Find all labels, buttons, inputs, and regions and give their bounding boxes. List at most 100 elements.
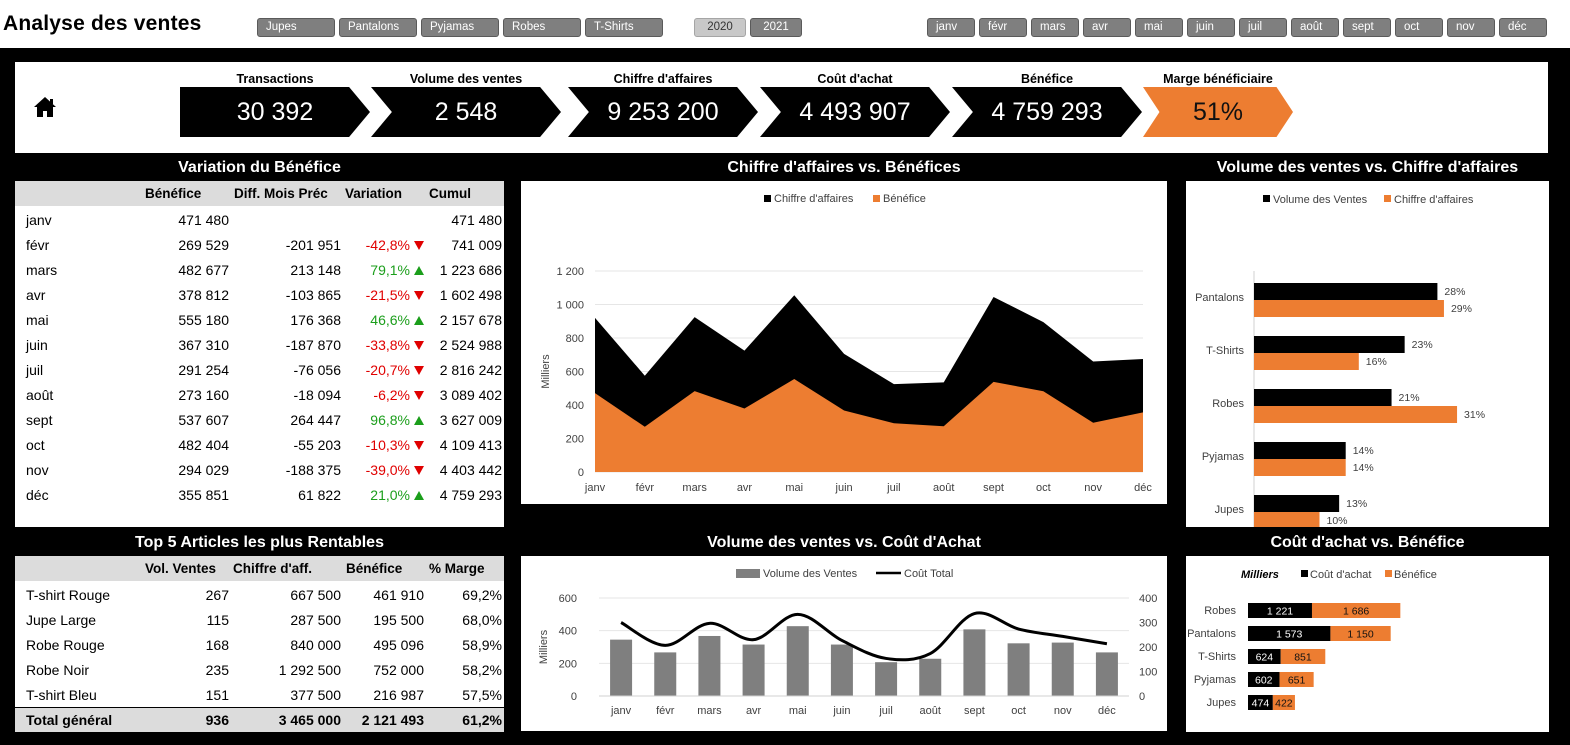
page-title: Analyse des ventes	[3, 12, 202, 35]
top5-table-title: Top 5 Articles les plus Rentables	[15, 530, 504, 556]
chart-volume-vs-cout: Volume des Ventes Coût Total 0 200 400 600 0 10…	[521, 556, 1167, 731]
kpi-label: Coût d'achat	[817, 72, 893, 86]
data-label: 474	[1252, 698, 1270, 710]
slicer-year-2021[interactable]: 2021	[750, 18, 802, 37]
kpi-value: 2 548	[371, 87, 561, 137]
cell-month: avr	[26, 287, 46, 303]
chart-ca-vs-benefice: Chiffre d'affaires Bénéfice 0 200 400 600 800 1…	[521, 181, 1167, 504]
cell-variation: -21,5%	[366, 283, 424, 308]
slicer-category-tshirts[interactable]: T-Shirts	[585, 18, 663, 37]
cell-diff: -187 870	[285, 337, 341, 353]
table-row: Robe Noir 235 1 292 500 752 000 58,2%	[15, 658, 504, 683]
cell-diff: -103 865	[285, 287, 341, 303]
bar	[1254, 442, 1346, 459]
cell-profit: 269 529	[178, 237, 229, 253]
chart-legend: Chiffre d'affaires Bénéfice	[764, 193, 926, 205]
cell-margin: 69,2%	[462, 587, 502, 603]
profit-table-title: Variation du Bénéfice	[15, 155, 504, 181]
variation-value: -6,2%	[373, 387, 410, 403]
bar	[830, 644, 853, 696]
bar	[919, 658, 942, 696]
slicer-month-mai[interactable]: mai	[1135, 18, 1183, 37]
slicer-category-pantalons[interactable]: Pantalons	[339, 18, 417, 37]
cell-cumul: 741 009	[451, 237, 502, 253]
slicer-month-avr[interactable]: avr	[1083, 18, 1131, 37]
cell-profit: 291 254	[178, 362, 229, 378]
cell-profit: 195 500	[373, 612, 424, 628]
bar	[1007, 643, 1030, 696]
slicer-month-juin[interactable]: juin	[1187, 18, 1235, 37]
cell-variation: -33,8%	[366, 333, 424, 358]
slicer-month-janv[interactable]: janv	[927, 18, 975, 37]
slicer-month-juil[interactable]: juil	[1239, 18, 1287, 37]
cell-cumul: 3 089 402	[439, 387, 502, 403]
x-tick-label: juin	[832, 705, 850, 717]
table-row: mars 482 677 213 148 79,1% 1 223 686	[15, 258, 504, 283]
x-tick-label: nov	[1054, 705, 1072, 717]
chart-background	[1186, 556, 1549, 732]
x-tick-label: janv	[584, 482, 606, 494]
bar-segment	[1248, 603, 1312, 618]
slicer-month-oct[interactable]: oct	[1395, 18, 1443, 37]
legend-label: Bénéfice	[883, 193, 926, 205]
chart-title-volume-vs-ca: Volume des ventes vs. Chiffre d'affaires	[1186, 155, 1549, 181]
bar	[1254, 495, 1340, 512]
table-row: Jupe Large 115 287 500 195 500 68,0%	[15, 608, 504, 633]
slicer-year-2020[interactable]: 2020	[694, 18, 746, 37]
category-label: Pyjamas	[1202, 451, 1245, 463]
y-tick-label: 600	[559, 593, 577, 605]
cell-diff: 61 822	[298, 487, 341, 503]
col-header-cumul: Cumul	[429, 186, 471, 201]
combo-chart: Volume des Ventes Coût Total 0 200 400 600 0 10…	[521, 556, 1167, 731]
x-tick-label: déc	[1134, 482, 1152, 494]
slicer-month-dec[interactable]: déc	[1499, 18, 1547, 37]
x-tick-label: août	[920, 705, 941, 717]
table-row: mai 555 180 176 368 46,6% 2 157 678	[15, 308, 504, 333]
y-tick-label: 200	[559, 658, 577, 670]
slicer-category-robes[interactable]: Robes	[503, 18, 581, 37]
table-header: Bénéfice Diff. Mois Préc Variation Cumul	[15, 181, 504, 206]
legend-swatch	[736, 569, 760, 578]
cell-revenue: 667 500	[290, 587, 341, 603]
table-row: juil 291 254 -76 056 -20,7% 2 816 242	[15, 358, 504, 383]
variation-value: -39,0%	[365, 462, 410, 478]
table-row: Robe Rouge 168 840 000 495 096 58,9%	[15, 633, 504, 658]
cell-variation: -10,3%	[366, 433, 424, 458]
col-header-diff: Diff. Mois Préc	[234, 186, 328, 201]
cell-volume: 936	[205, 712, 229, 728]
kpi-label: Marge bénéficiaire	[1163, 72, 1273, 86]
slicer-month-fevr[interactable]: févr	[979, 18, 1027, 37]
y-tick-label: 0	[578, 467, 584, 479]
slicer-category-pyjamas[interactable]: Pyjamas	[421, 18, 499, 37]
legend-label: Chiffre d'affaires	[774, 193, 854, 205]
x-tick-label: juil	[886, 482, 900, 494]
home-icon[interactable]	[33, 96, 57, 118]
cell-cumul: 2 816 242	[439, 362, 502, 378]
cell-diff: -55 203	[293, 437, 341, 453]
data-label: 422	[1275, 698, 1293, 710]
bar	[1095, 652, 1118, 696]
chart-cout-vs-benefice: Milliers Coût d'achat Bénéfice Robes 1 221 1 …	[1186, 556, 1549, 732]
kpi-value: 30 392	[180, 87, 370, 137]
cell-variation: -39,0%	[366, 458, 424, 483]
area-chart: Chiffre d'affaires Bénéfice 0 200 400 600 800 1…	[521, 181, 1167, 504]
slicer-month-nov[interactable]: nov	[1447, 18, 1495, 37]
data-label: 624	[1256, 652, 1274, 664]
dashboard: Transactions 30 392 Volume des ventes 2 …	[0, 48, 1570, 745]
cell-month: mai	[26, 312, 49, 328]
cell-item: Jupe Large	[26, 612, 97, 628]
slicer-category-jupes[interactable]: Jupes	[257, 18, 335, 37]
cell-diff: -18 094	[293, 387, 341, 403]
cell-variation: 21,0%	[370, 483, 424, 508]
legend-swatch	[1384, 195, 1391, 202]
kpi-value: 4 493 907	[760, 87, 950, 137]
slicer-month-sept[interactable]: sept	[1343, 18, 1391, 37]
cell-cumul: 471 480	[451, 212, 502, 228]
slicer-month-mars[interactable]: mars	[1031, 18, 1079, 37]
line-series-cost	[620, 611, 1108, 662]
x-tick-label: juil	[878, 705, 892, 717]
slicer-month-aout[interactable]: août	[1291, 18, 1339, 37]
data-label: 1 221	[1267, 606, 1293, 618]
chart-title-volume-vs-cout: Volume des ventes vs. Coût d'Achat	[521, 530, 1167, 556]
bar	[654, 652, 677, 696]
